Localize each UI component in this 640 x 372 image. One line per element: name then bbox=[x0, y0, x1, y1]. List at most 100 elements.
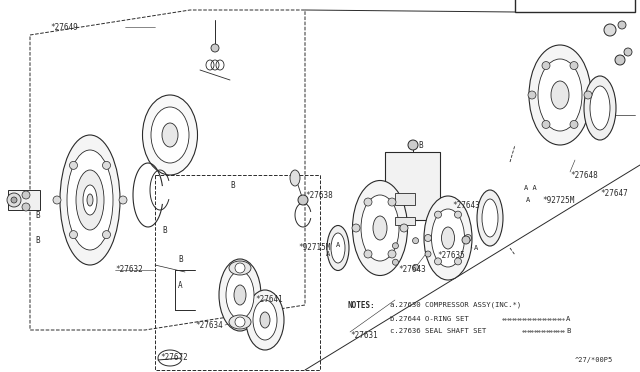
Ellipse shape bbox=[442, 227, 454, 249]
Text: A: A bbox=[526, 197, 531, 203]
Bar bbox=[515, 0, 635, 12]
Circle shape bbox=[352, 224, 360, 232]
Circle shape bbox=[102, 161, 111, 169]
Ellipse shape bbox=[327, 225, 349, 270]
Text: NOTES:: NOTES: bbox=[348, 301, 376, 310]
Ellipse shape bbox=[253, 300, 277, 340]
Circle shape bbox=[454, 211, 461, 218]
Bar bbox=[395, 193, 415, 205]
Text: *27649: *27649 bbox=[50, 22, 77, 32]
Circle shape bbox=[364, 250, 372, 258]
Text: *27648: *27648 bbox=[570, 170, 598, 180]
Ellipse shape bbox=[361, 195, 399, 261]
Circle shape bbox=[298, 195, 308, 205]
Text: B: B bbox=[162, 225, 166, 234]
Circle shape bbox=[400, 224, 408, 232]
Circle shape bbox=[11, 197, 17, 203]
Text: ^27/*00P5: ^27/*00P5 bbox=[575, 357, 613, 363]
Circle shape bbox=[388, 250, 396, 258]
Bar bbox=[385, 152, 440, 220]
Text: *27647: *27647 bbox=[600, 189, 628, 198]
Circle shape bbox=[604, 24, 616, 36]
Circle shape bbox=[542, 61, 550, 70]
Circle shape bbox=[413, 264, 419, 270]
Circle shape bbox=[584, 91, 592, 99]
Ellipse shape bbox=[529, 45, 591, 145]
Circle shape bbox=[424, 234, 431, 241]
Circle shape bbox=[392, 259, 399, 265]
Text: *27638: *27638 bbox=[305, 190, 333, 199]
Ellipse shape bbox=[477, 190, 503, 246]
Ellipse shape bbox=[83, 185, 97, 215]
Circle shape bbox=[425, 251, 431, 257]
Circle shape bbox=[528, 91, 536, 99]
Ellipse shape bbox=[60, 135, 120, 265]
Text: A: A bbox=[178, 280, 182, 289]
Circle shape bbox=[7, 193, 21, 207]
Circle shape bbox=[570, 121, 578, 128]
Ellipse shape bbox=[151, 107, 189, 163]
Text: B: B bbox=[35, 211, 40, 219]
Ellipse shape bbox=[373, 216, 387, 240]
Text: A: A bbox=[566, 316, 570, 322]
Circle shape bbox=[235, 263, 245, 273]
Bar bbox=[395, 217, 415, 225]
Text: *92725M: *92725M bbox=[542, 196, 574, 205]
Text: *27643: *27643 bbox=[452, 201, 480, 209]
Text: A: A bbox=[474, 245, 478, 251]
Ellipse shape bbox=[67, 150, 113, 250]
Text: a.27630 COMPRESSOR ASSY(INC.*): a.27630 COMPRESSOR ASSY(INC.*) bbox=[390, 302, 521, 308]
Circle shape bbox=[70, 161, 77, 169]
Text: B: B bbox=[566, 328, 570, 334]
Ellipse shape bbox=[87, 194, 93, 206]
Circle shape bbox=[615, 55, 625, 65]
Ellipse shape bbox=[234, 285, 246, 305]
Circle shape bbox=[22, 203, 30, 211]
Circle shape bbox=[53, 196, 61, 204]
Circle shape bbox=[435, 258, 442, 265]
Ellipse shape bbox=[584, 76, 616, 140]
Circle shape bbox=[70, 231, 77, 239]
Circle shape bbox=[570, 61, 578, 70]
Text: *27672: *27672 bbox=[160, 353, 188, 362]
Ellipse shape bbox=[219, 259, 261, 331]
Text: *92715M: *92715M bbox=[298, 244, 330, 253]
Ellipse shape bbox=[331, 233, 345, 263]
Circle shape bbox=[22, 191, 30, 199]
Text: B: B bbox=[178, 256, 182, 264]
Ellipse shape bbox=[353, 180, 408, 276]
Ellipse shape bbox=[590, 86, 610, 130]
Text: B: B bbox=[35, 235, 40, 244]
Circle shape bbox=[211, 44, 219, 52]
Text: *27631: *27631 bbox=[350, 330, 378, 340]
Text: A: A bbox=[326, 251, 330, 257]
Ellipse shape bbox=[424, 196, 472, 280]
Text: *27641: *27641 bbox=[255, 295, 283, 305]
Text: B: B bbox=[418, 141, 422, 150]
Ellipse shape bbox=[229, 315, 251, 329]
Circle shape bbox=[624, 48, 632, 56]
Ellipse shape bbox=[226, 271, 254, 319]
Text: A A: A A bbox=[524, 185, 537, 191]
Bar bbox=[8, 190, 40, 210]
Text: c.27636 SEAL SHAFT SET: c.27636 SEAL SHAFT SET bbox=[390, 328, 486, 334]
Circle shape bbox=[435, 211, 442, 218]
Ellipse shape bbox=[551, 81, 569, 109]
Circle shape bbox=[454, 258, 461, 265]
Circle shape bbox=[408, 140, 418, 150]
Text: *27635: *27635 bbox=[437, 250, 465, 260]
Circle shape bbox=[102, 231, 111, 239]
Circle shape bbox=[465, 234, 472, 241]
Text: B: B bbox=[230, 180, 235, 189]
Ellipse shape bbox=[229, 261, 251, 275]
Text: A: A bbox=[336, 242, 340, 248]
Ellipse shape bbox=[143, 95, 198, 175]
Text: *27634: *27634 bbox=[195, 321, 223, 330]
Circle shape bbox=[235, 317, 245, 327]
Ellipse shape bbox=[260, 312, 270, 328]
Text: *27632: *27632 bbox=[115, 266, 143, 275]
Circle shape bbox=[392, 243, 399, 249]
Ellipse shape bbox=[290, 170, 300, 186]
Circle shape bbox=[119, 196, 127, 204]
Circle shape bbox=[364, 198, 372, 206]
